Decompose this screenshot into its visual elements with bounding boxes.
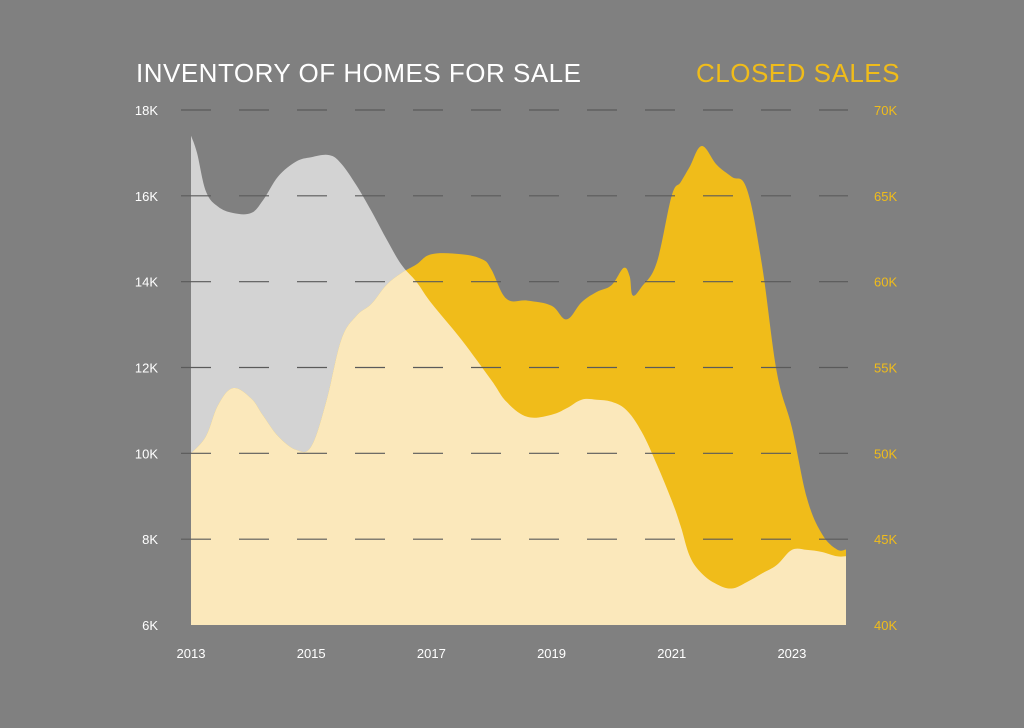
right-axis-tick: 65K <box>874 189 897 204</box>
x-axis-tick: 2015 <box>297 646 326 661</box>
x-axis-tick: 2021 <box>657 646 686 661</box>
left-axis-tick: 6K <box>142 618 158 633</box>
x-axis-tick: 2017 <box>417 646 446 661</box>
right-axis-tick: 40K <box>874 618 897 633</box>
closed-sales-title: CLOSED SALES <box>696 58 900 88</box>
right-axis-tick: 60K <box>874 275 897 290</box>
right-axis-tick: 45K <box>874 532 897 547</box>
left-axis-tick: 14K <box>135 275 158 290</box>
left-axis-tick: 12K <box>135 361 158 376</box>
left-axis-tick: 10K <box>135 446 158 461</box>
x-axis-tick: 2023 <box>777 646 806 661</box>
right-axis-tick: 55K <box>874 361 897 376</box>
left-axis-tick: 8K <box>142 532 158 547</box>
x-axis-tick: 2019 <box>537 646 566 661</box>
right-axis-tick: 50K <box>874 446 897 461</box>
left-axis-tick: 16K <box>135 189 158 204</box>
inventory-title: INVENTORY OF HOMES FOR SALE <box>136 58 582 88</box>
left-axis-tick: 18K <box>135 103 158 118</box>
x-axis-tick: 2013 <box>177 646 206 661</box>
right-axis-tick: 70K <box>874 103 897 118</box>
